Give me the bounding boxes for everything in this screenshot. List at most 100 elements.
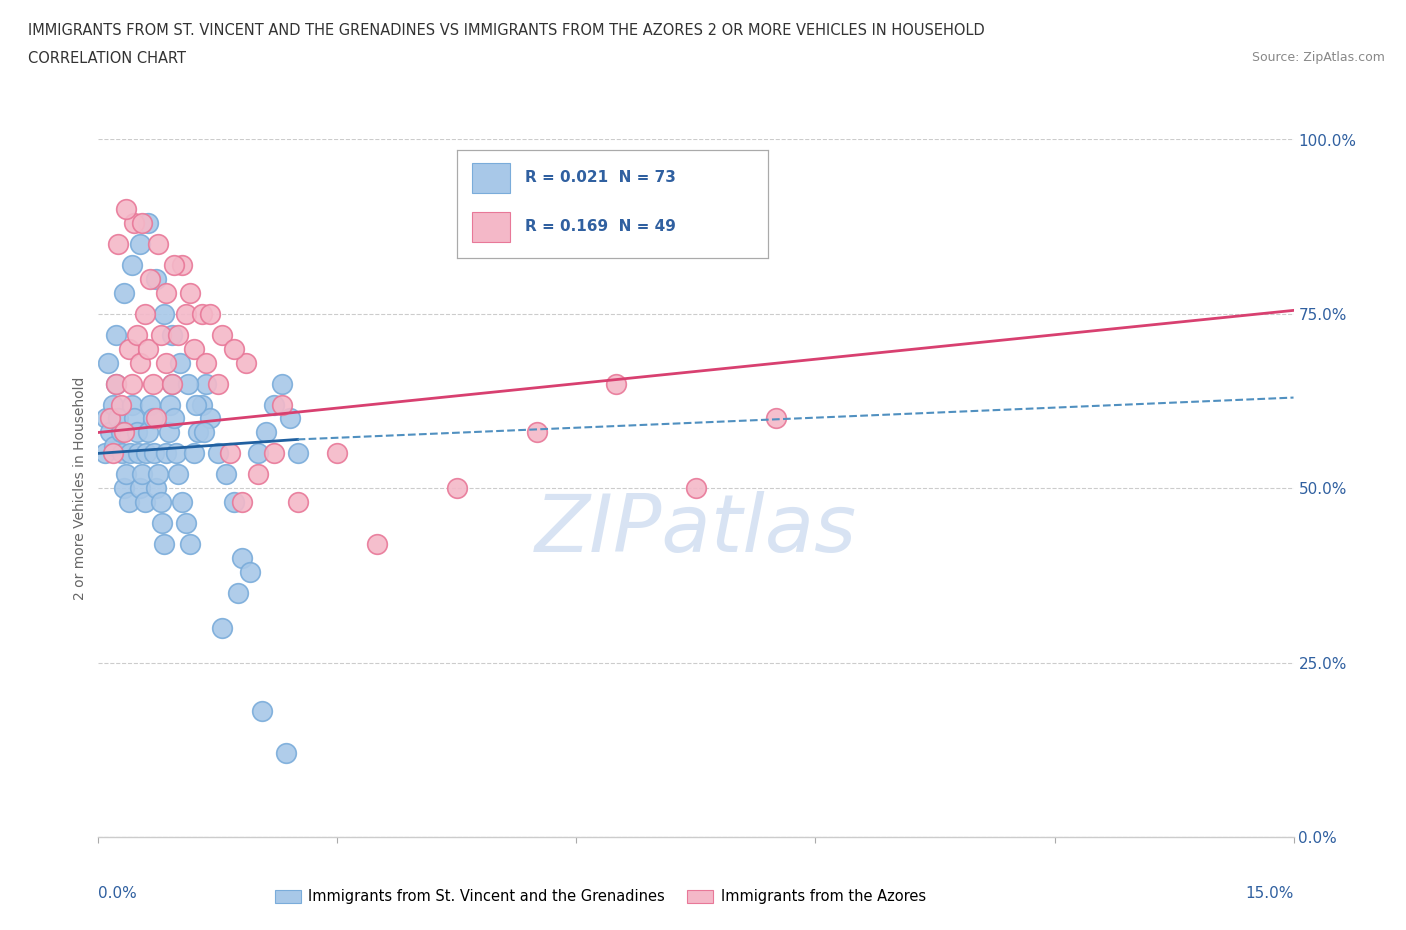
Point [145, 272, 167, 286]
Point [250, 704, 273, 719]
Point [167, 467, 190, 482]
Point [207, 446, 229, 461]
Point [155, 355, 177, 370]
Point [211, 620, 233, 635]
Point [187, 425, 209, 440]
Point [198, 307, 221, 322]
Point [120, 446, 142, 461]
Point [125, 327, 148, 342]
Point [254, 425, 277, 440]
Point [183, 341, 205, 356]
Point [98, 411, 122, 426]
Point [128, 481, 150, 496]
Point [263, 446, 285, 461]
Point [215, 467, 238, 482]
Point [136, 341, 159, 356]
Point [193, 425, 215, 440]
Point [222, 341, 245, 356]
Text: 15.0%: 15.0% [1246, 885, 1294, 901]
Point [149, 327, 172, 342]
Point [101, 446, 124, 461]
Point [97, 355, 120, 370]
Text: CORRELATION CHART: CORRELATION CHART [28, 51, 186, 66]
Point [155, 286, 177, 300]
Point [195, 355, 218, 370]
Point [219, 446, 242, 461]
Point [103, 439, 125, 454]
Point [128, 237, 150, 252]
Point [112, 286, 135, 300]
Point [118, 495, 141, 510]
Point [107, 411, 129, 426]
Point [152, 307, 174, 322]
Point [124, 216, 146, 231]
Point [166, 446, 188, 461]
Point [111, 446, 134, 461]
Point [270, 397, 292, 412]
Point [149, 495, 172, 510]
Point [136, 425, 159, 440]
Point [143, 446, 166, 461]
Point [125, 425, 148, 440]
Point [226, 586, 249, 601]
Point [110, 397, 132, 412]
Point [446, 481, 468, 496]
Point [207, 376, 229, 391]
Point [160, 376, 183, 391]
Text: Source: ZipAtlas.com: Source: ZipAtlas.com [1251, 51, 1385, 64]
Point [115, 467, 138, 482]
Point [145, 411, 167, 426]
Y-axis label: 2 or more Vehicles in Household: 2 or more Vehicles in Household [73, 377, 87, 600]
Point [239, 565, 262, 579]
Point [163, 411, 186, 426]
Point [191, 397, 214, 412]
Point [685, 481, 707, 496]
Point [159, 397, 181, 412]
Point [246, 446, 269, 461]
Point [139, 272, 162, 286]
Point [104, 376, 127, 391]
Point [124, 411, 146, 426]
Point [179, 537, 201, 551]
Point [148, 237, 170, 252]
Point [167, 327, 190, 342]
Point [134, 495, 156, 510]
Point [172, 258, 194, 272]
Point [231, 551, 253, 565]
Point [231, 495, 253, 510]
Point [174, 307, 197, 322]
Point [142, 376, 165, 391]
Point [235, 355, 257, 370]
Point [112, 425, 135, 440]
Point [160, 376, 183, 391]
Point [326, 446, 349, 461]
Point [134, 307, 156, 322]
Point [136, 216, 159, 231]
Point [179, 286, 201, 300]
Point [110, 425, 132, 440]
Point [183, 446, 205, 461]
Point [145, 481, 167, 496]
Point [127, 446, 149, 461]
Point [115, 202, 138, 217]
Point [160, 327, 183, 342]
Point [198, 411, 221, 426]
Point [131, 467, 153, 482]
Point [263, 397, 285, 412]
Point [274, 746, 297, 761]
Point [150, 515, 173, 530]
Point [765, 411, 787, 426]
Point [278, 411, 301, 426]
Point [366, 537, 388, 551]
Point [107, 237, 129, 252]
Point [104, 376, 127, 391]
Text: ZIPatlas: ZIPatlas [534, 491, 858, 569]
Point [104, 327, 127, 342]
Point [121, 397, 143, 412]
Point [96, 411, 118, 426]
Point [112, 481, 135, 496]
Point [169, 355, 191, 370]
Point [131, 216, 153, 231]
Point [526, 425, 548, 440]
Point [163, 258, 186, 272]
